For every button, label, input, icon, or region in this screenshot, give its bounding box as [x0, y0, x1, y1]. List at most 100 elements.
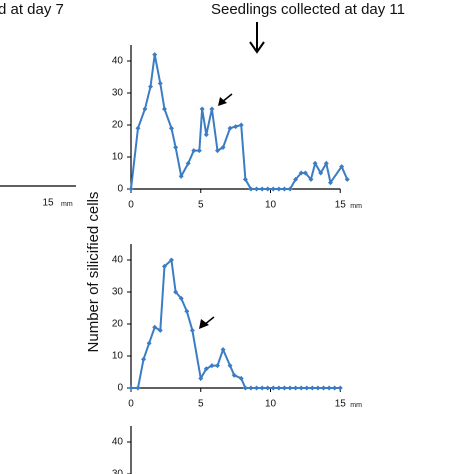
data-point: [128, 385, 134, 391]
data-point: [302, 170, 308, 176]
data-point: [332, 385, 338, 391]
data-point: [152, 52, 158, 58]
data-point: [135, 385, 141, 391]
y-tick-label: 30: [112, 88, 124, 99]
right-header: Seedlings collected at day 11: [211, 1, 405, 18]
y-tick-label: 20: [112, 319, 124, 330]
x-unit: mm: [350, 203, 362, 210]
data-point: [281, 385, 287, 391]
x-tick-label: 5: [198, 399, 204, 410]
data-point: [231, 372, 237, 378]
data-point: [259, 385, 265, 391]
data-point: [276, 186, 282, 192]
data-point: [242, 176, 248, 182]
data-point: [214, 148, 220, 154]
data-point: [141, 356, 147, 362]
pointer-arrow: [218, 93, 233, 106]
data-point: [220, 347, 226, 353]
y-tick-label: 0: [117, 383, 123, 394]
data-point: [168, 257, 174, 263]
data-point: [184, 308, 190, 314]
data-point: [337, 385, 343, 391]
data-point: [248, 186, 254, 192]
data-point: [287, 385, 293, 391]
data-point: [344, 176, 350, 182]
data-point: [135, 125, 141, 131]
x-tick-label: 15: [335, 200, 347, 211]
data-line: [131, 257, 341, 389]
data-point: [318, 170, 324, 176]
data-point: [312, 160, 318, 166]
x-tick-label: 10: [265, 399, 277, 410]
data-point: [198, 375, 204, 381]
data-point: [157, 80, 163, 86]
data-point: [293, 176, 299, 182]
x-tick-label: 10: [265, 200, 277, 211]
data-point: [189, 327, 195, 333]
data-point: [173, 289, 179, 295]
data-point: [191, 148, 197, 154]
data-point: [298, 385, 304, 391]
data-point: [173, 144, 179, 150]
y-tick-label: 40: [112, 56, 124, 67]
y-tick-label: 0: [117, 184, 123, 195]
data-point: [248, 385, 254, 391]
data-point: [321, 385, 327, 391]
data-point: [152, 324, 158, 330]
x-tick-label: 0: [128, 399, 134, 410]
data-point: [214, 363, 220, 369]
pointer-arrow: [199, 316, 215, 329]
data-point: [233, 124, 239, 130]
data-point: [309, 385, 315, 391]
data-point: [146, 340, 152, 346]
data-point: [323, 160, 329, 166]
data-point: [196, 148, 202, 154]
data-point: [203, 366, 209, 372]
data-point: [220, 144, 226, 150]
data-point: [339, 164, 345, 170]
data-point: [128, 186, 134, 192]
y-tick-label: 40: [112, 255, 124, 266]
y-tick-label: 10: [112, 351, 124, 362]
x-tick-label: 0: [128, 200, 134, 211]
data-point: [327, 180, 333, 186]
data-point: [142, 106, 148, 112]
data-point: [227, 125, 233, 131]
data-point: [157, 327, 163, 333]
y-tick-label: 30: [112, 469, 124, 474]
data-point: [254, 186, 260, 192]
data-point: [276, 385, 282, 391]
data-point: [168, 125, 174, 131]
data-point: [315, 385, 321, 391]
data-point: [308, 176, 314, 182]
data-point: [185, 160, 191, 166]
data-point: [259, 186, 265, 192]
x-tick-label: 5: [198, 200, 204, 211]
y-tick-label: 20: [112, 120, 124, 131]
data-point: [161, 106, 167, 112]
left-header: d at day 7: [0, 1, 64, 18]
data-point: [209, 106, 215, 112]
data-point: [178, 173, 184, 179]
data-point: [161, 263, 167, 269]
data-point: [254, 385, 260, 391]
data-point: [178, 295, 184, 301]
data-point: [270, 385, 276, 391]
y-tick-label: 10: [112, 152, 124, 163]
data-point: [227, 363, 233, 369]
data-point: [238, 375, 244, 381]
data-point: [148, 84, 154, 90]
data-point: [270, 186, 276, 192]
x-tick-label: 15: [42, 198, 54, 209]
data-point: [326, 385, 332, 391]
pointer-arrow: [249, 22, 265, 54]
x-tick-label: 15: [335, 399, 347, 410]
data-point: [238, 122, 244, 128]
data-point: [265, 385, 271, 391]
x-unit: mm: [350, 402, 362, 409]
data-point: [287, 186, 293, 192]
data-point: [304, 385, 310, 391]
data-point: [199, 106, 205, 112]
x-unit: mm: [61, 201, 73, 208]
